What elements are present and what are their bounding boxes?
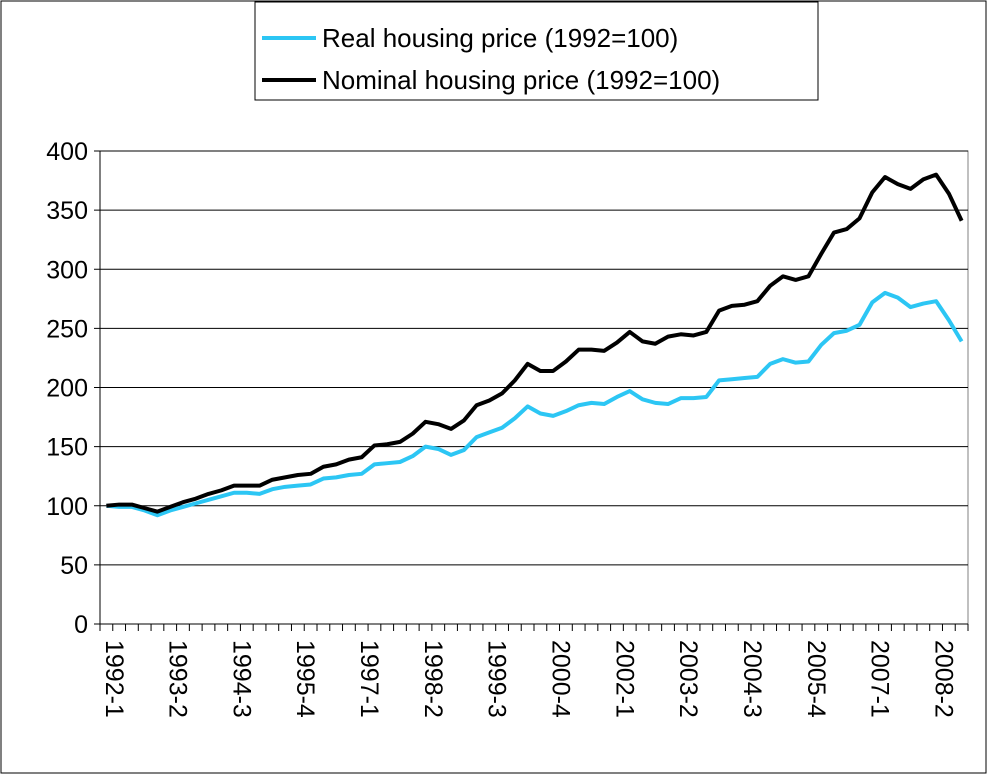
x-tick-label: 1998-2 bbox=[419, 640, 447, 718]
legend-label: Nominal housing price (1992=100) bbox=[322, 65, 720, 95]
y-tick-label: 350 bbox=[46, 197, 88, 225]
y-tick-label: 150 bbox=[46, 434, 88, 462]
x-tick-label: 1995-4 bbox=[291, 640, 319, 718]
x-tick-label: 1994-3 bbox=[227, 640, 255, 718]
y-tick-label: 250 bbox=[46, 315, 88, 343]
x-tick-label: 2005-4 bbox=[802, 640, 830, 718]
series-line bbox=[106, 172, 964, 514]
x-tick-label: 2007-1 bbox=[866, 640, 894, 718]
x-tick-label: 2008-2 bbox=[929, 640, 957, 718]
y-tick-label: 100 bbox=[46, 493, 88, 521]
y-tick-label: 300 bbox=[46, 256, 88, 284]
x-tick-label: 2002-1 bbox=[610, 640, 638, 718]
x-tick-label: 1997-1 bbox=[355, 640, 383, 718]
legend-label: Real housing price (1992=100) bbox=[322, 23, 678, 53]
x-tick-label: 2004-3 bbox=[738, 640, 766, 718]
x-tick-label: 1993-2 bbox=[164, 640, 192, 718]
y-tick-label: 200 bbox=[46, 375, 88, 403]
y-tick-label: 50 bbox=[60, 552, 88, 580]
x-tick-label: 1992-1 bbox=[100, 640, 128, 718]
y-tick-label: 0 bbox=[74, 611, 88, 639]
x-tick-label: 2003-2 bbox=[674, 640, 702, 718]
x-tick-label: 1999-3 bbox=[483, 640, 511, 718]
series-line bbox=[106, 290, 964, 518]
y-tick-label: 400 bbox=[46, 138, 88, 166]
x-tick-label: 2000-4 bbox=[547, 640, 575, 718]
legend-box bbox=[254, 1, 819, 101]
